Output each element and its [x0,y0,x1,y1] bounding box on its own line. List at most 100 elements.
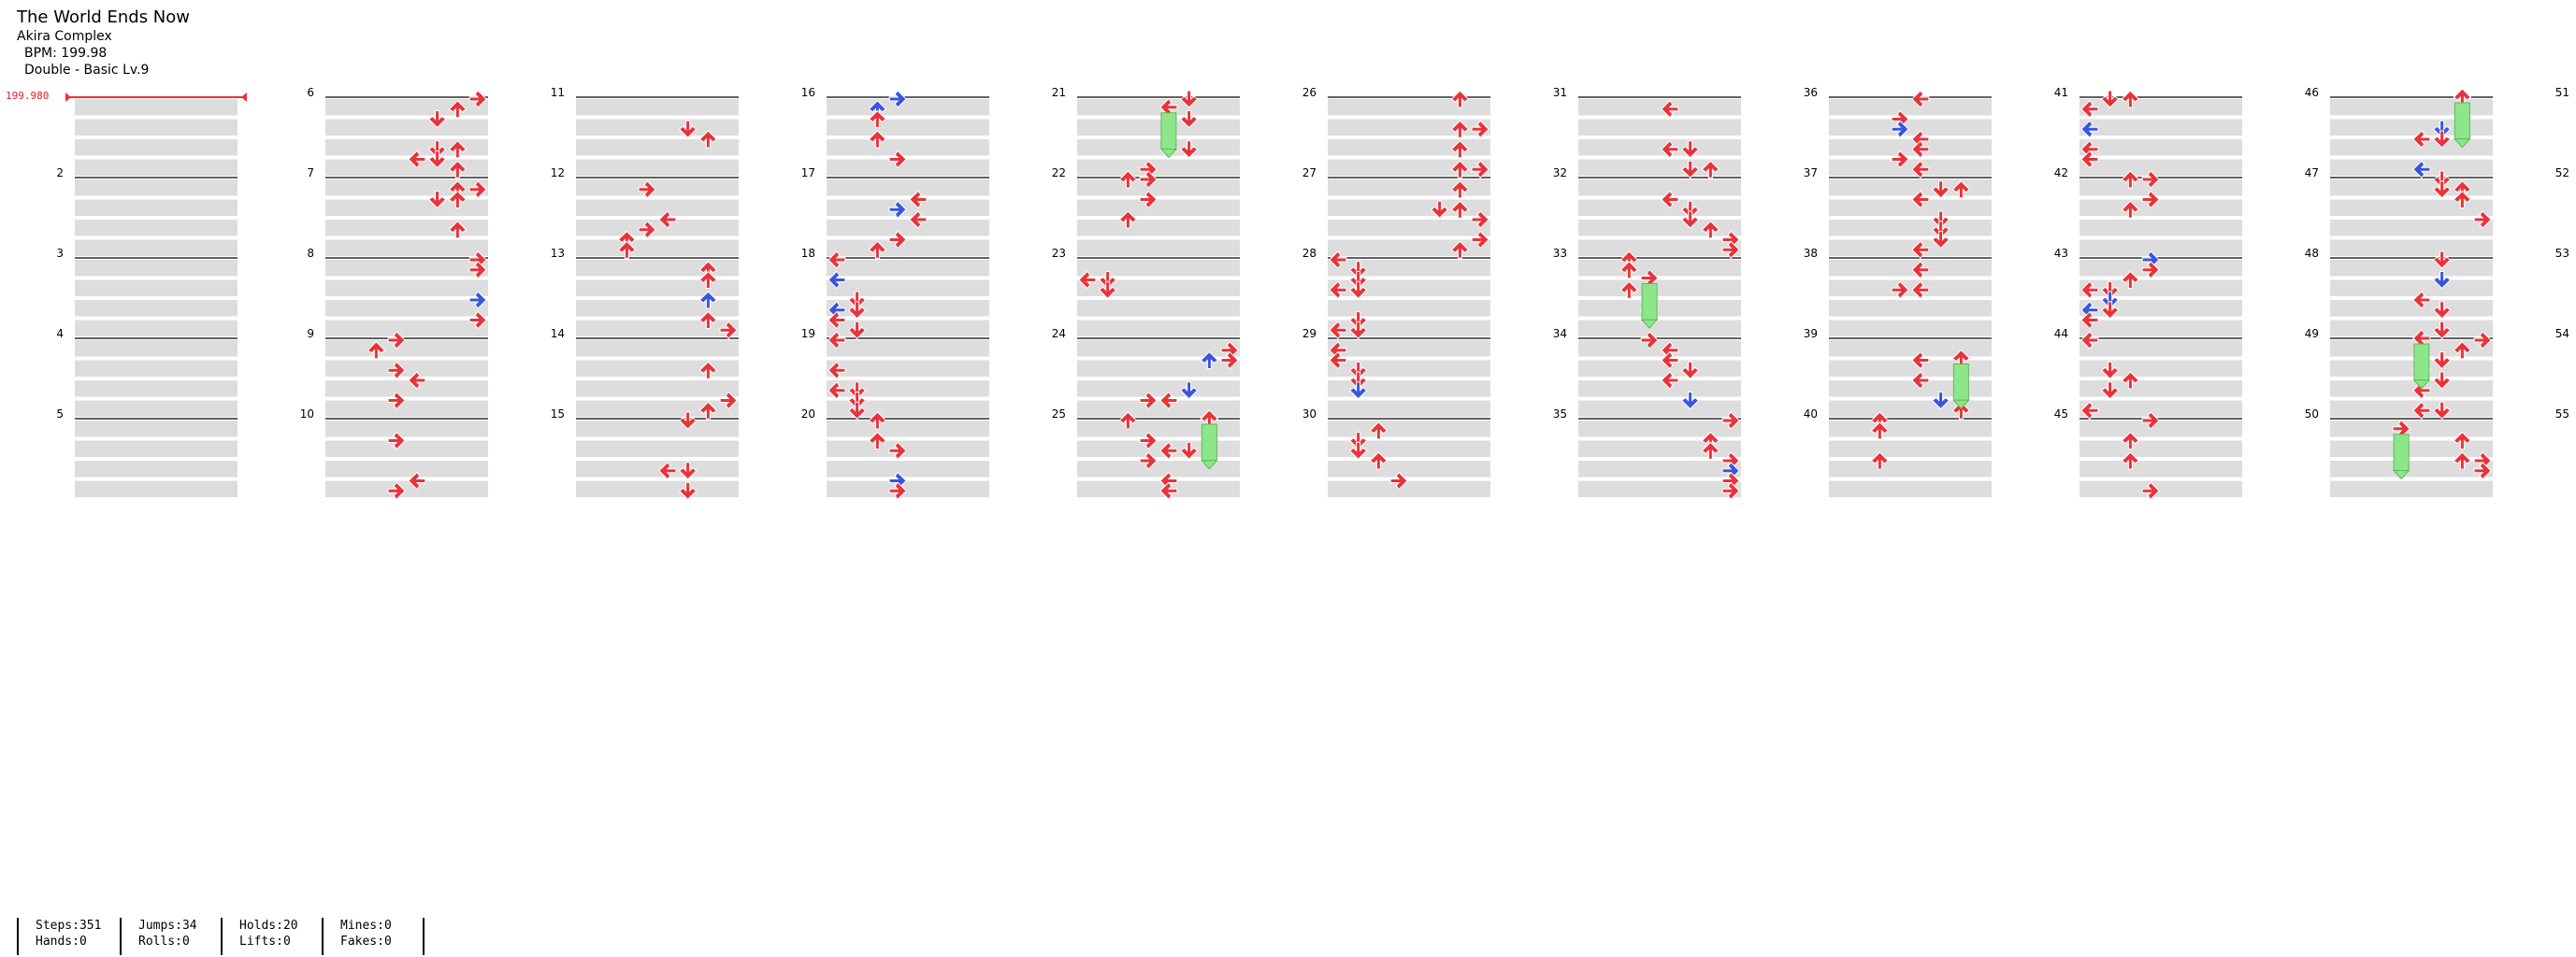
arrow-right-icon [2473,210,2492,229]
beat-band [325,239,488,256]
beat-band [1578,421,1741,437]
measure-number: 27 [1302,166,1317,179]
measure-number: 15 [551,407,565,421]
arrow-left-icon [1911,240,1930,260]
beat-band [1077,360,1240,377]
beat-band [827,480,989,497]
measure-number: 20 [801,407,815,421]
arrow-up-icon [868,431,887,450]
beat-band [2330,400,2493,417]
beat-band [2080,139,2242,156]
beat-band [827,260,989,277]
beat-band [1578,300,1741,317]
measure-number: 19 [801,327,815,340]
measure-number: 18 [801,247,815,260]
beat-band [325,480,488,497]
arrow-down-icon [847,401,867,420]
beat-band [1077,139,1240,156]
beat-band [827,340,989,357]
arrow-down-icon [1348,371,1368,390]
arrow-left-icon [1661,139,1679,159]
beat-band [1328,199,1490,216]
arrow-down-icon [1348,441,1368,460]
beat-band [1829,139,1992,156]
beat-band [75,99,237,116]
beat-band [1328,119,1490,136]
arrow-down-icon [2100,291,2120,309]
beat-band [2330,421,2493,437]
arrow-right-icon [1139,190,1158,209]
beat-band [2330,199,2493,216]
measure-number: 39 [1804,327,1818,340]
arrow-up-icon [1450,160,1470,179]
arrow-right-icon [1471,210,1489,229]
arrow-up-icon [2121,200,2140,219]
arrow-left-icon [2080,280,2099,300]
beat-band [2330,139,2493,156]
arrow-left-icon [1911,90,1930,108]
beat-band [75,179,237,196]
beat-band [576,360,739,377]
arrow-left-icon [1078,270,1097,290]
stat-jumps: Jumps:34 [138,919,197,933]
arrow-left-icon [1159,441,1178,461]
arrow-down-icon [1680,361,1700,379]
arrow-down-icon [1680,140,1700,159]
hold-body [1641,283,1658,321]
arrow-down-icon [1931,210,1950,229]
beat-band [1077,220,1240,236]
beat-band [827,199,989,216]
arrow-left-icon [1661,350,1679,370]
arrow-down-icon [1931,231,1950,250]
beat-band [1578,360,1741,377]
arrow-right-icon [638,220,656,239]
arrow-right-icon [1471,230,1489,250]
measure-number: 54 [2555,327,2569,340]
arrow-down-icon [678,481,698,500]
beat-band [2080,119,2242,136]
arrow-down-icon [1931,221,1950,239]
arrow-right-icon [1471,120,1489,139]
arrow-right-icon [387,481,406,501]
hold-body [1160,112,1177,150]
beat-band [1578,279,1741,296]
beat-band [1328,320,1490,336]
beat-band [2330,380,2493,397]
hold-body [1952,364,1969,401]
hold-tail [2412,379,2430,390]
arrow-down-icon [2100,301,2120,320]
beat-band [1829,119,1992,136]
measure-number: 53 [2555,247,2569,260]
beat-band [1077,179,1240,196]
beat-band [1077,400,1240,417]
beat-band [325,119,488,136]
arrow-down-icon [1098,280,1117,299]
arrow-right-icon [888,200,907,220]
beat-band [576,179,739,196]
beat-band [2330,119,2493,136]
stat-holds: Holds:20 [239,919,298,933]
arrow-right-icon [1721,240,1740,260]
arrow-up-icon [1701,221,1720,239]
measure-number: 48 [2305,247,2319,260]
beat-band [576,400,739,417]
beat-band [1829,421,1992,437]
beat-band [2330,279,2493,296]
beat-band [325,220,488,236]
beat-band [1578,480,1741,497]
beat-band [75,320,237,336]
measure-number: 45 [2054,407,2068,421]
beat-band [325,99,488,116]
beat-band [1578,119,1741,136]
beat-band [2080,220,2242,236]
arrow-right-icon [1891,120,1909,139]
beat-band [325,179,488,196]
measure-number: 5 [56,407,64,421]
arrow-left-icon [1661,190,1679,209]
beat-band [2080,159,2242,176]
arrow-down-icon [2432,351,2452,370]
beat-band [1077,260,1240,277]
arrow-right-icon [387,431,406,450]
measure-number: 10 [300,407,314,421]
beat-band [1578,260,1741,277]
